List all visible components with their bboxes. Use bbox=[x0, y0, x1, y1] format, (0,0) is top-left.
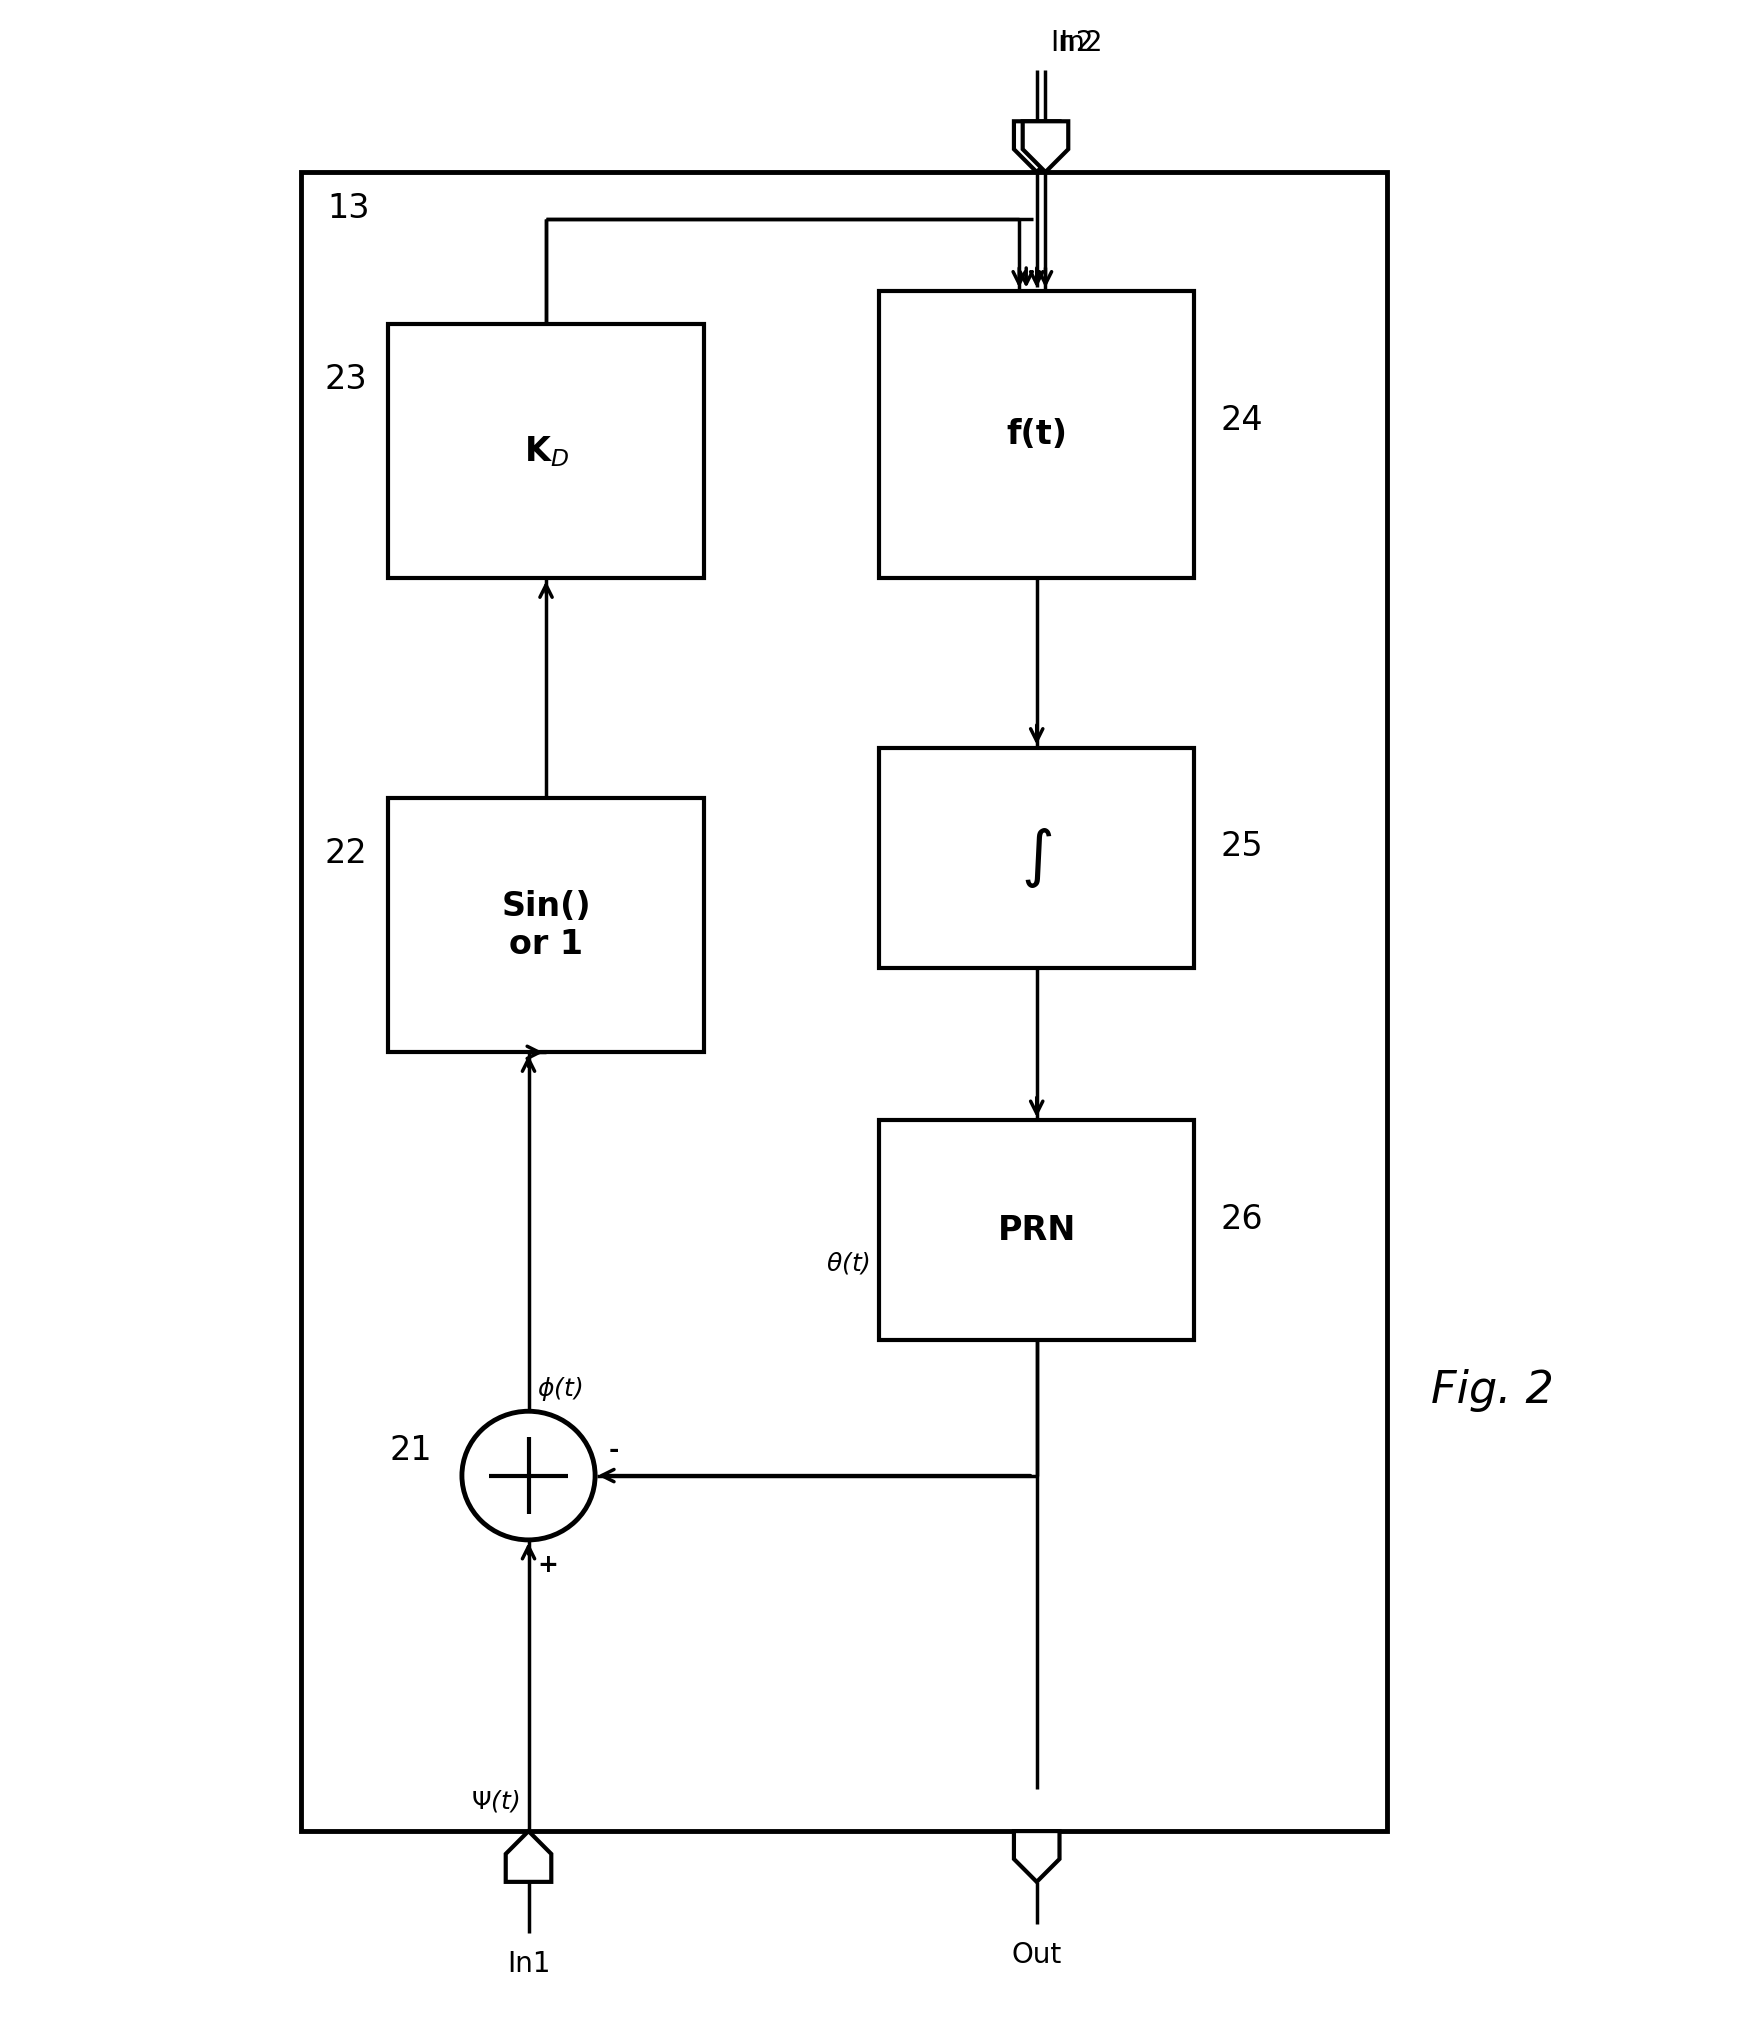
Bar bbox=[388, 324, 703, 579]
Text: Out: Out bbox=[1010, 1941, 1061, 1970]
Text: -: - bbox=[608, 1438, 618, 1463]
Polygon shape bbox=[506, 1831, 552, 1882]
Text: +: + bbox=[538, 1554, 557, 1577]
Text: $\int$: $\int$ bbox=[1021, 825, 1052, 890]
Text: In2: In2 bbox=[1059, 29, 1102, 57]
Text: Sin()
or 1: Sin() or 1 bbox=[501, 890, 590, 961]
Polygon shape bbox=[1014, 122, 1059, 171]
Text: In1: In1 bbox=[506, 1949, 550, 1978]
Text: Fig. 2: Fig. 2 bbox=[1430, 1369, 1553, 1412]
Text: 23: 23 bbox=[325, 363, 367, 395]
Bar bbox=[300, 171, 1386, 1831]
Text: In2: In2 bbox=[1051, 29, 1093, 57]
Text: $\theta$(t): $\theta$(t) bbox=[826, 1251, 870, 1275]
Bar bbox=[878, 291, 1193, 579]
Text: PRN: PRN bbox=[996, 1214, 1075, 1247]
Bar bbox=[878, 1120, 1193, 1340]
Text: f(t): f(t) bbox=[1005, 418, 1066, 450]
Text: $\Psi$(t): $\Psi$(t) bbox=[471, 1788, 520, 1815]
Text: 25: 25 bbox=[1219, 831, 1263, 864]
Text: 24: 24 bbox=[1219, 403, 1263, 436]
Text: 26: 26 bbox=[1219, 1202, 1263, 1236]
Bar bbox=[878, 748, 1193, 968]
Text: 13: 13 bbox=[327, 191, 369, 226]
Text: K$_D$: K$_D$ bbox=[524, 434, 568, 469]
Bar bbox=[388, 799, 703, 1053]
Text: 21: 21 bbox=[390, 1434, 432, 1467]
Polygon shape bbox=[1023, 122, 1068, 171]
Polygon shape bbox=[1014, 1831, 1059, 1882]
Text: $\phi$(t): $\phi$(t) bbox=[538, 1375, 582, 1403]
Text: 22: 22 bbox=[325, 837, 367, 870]
